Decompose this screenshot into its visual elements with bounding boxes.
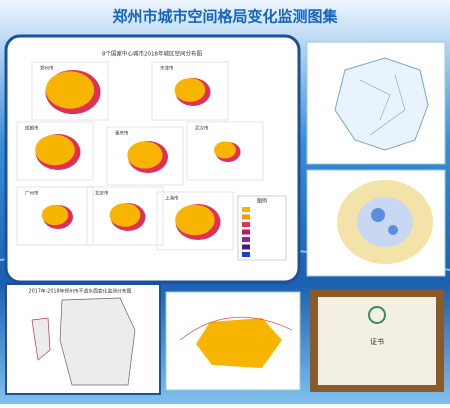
city-label: 武汉市 bbox=[195, 125, 209, 132]
urban-core bbox=[127, 141, 163, 169]
urban-core bbox=[109, 203, 141, 227]
legend-box bbox=[237, 195, 287, 261]
district-lines bbox=[359, 74, 406, 136]
map-title: 8个国家中心城市2018年城区空间分布图 bbox=[102, 50, 202, 58]
panel-title: 2017年-2018年郑州市不透水面变化监测分布图 bbox=[29, 288, 132, 295]
legend-swatches bbox=[242, 207, 250, 257]
legend-swatch bbox=[242, 237, 250, 242]
city-cell bbox=[106, 126, 184, 186]
city-ring-panel bbox=[306, 169, 446, 277]
city-outline bbox=[59, 297, 136, 386]
city-label: 上海市 bbox=[165, 195, 179, 202]
urban-core bbox=[35, 134, 75, 166]
urban-core bbox=[45, 71, 95, 109]
city-cell bbox=[151, 61, 229, 121]
hotspot bbox=[388, 225, 398, 235]
province-outline bbox=[334, 57, 429, 151]
city-cell bbox=[31, 61, 109, 121]
province-panel bbox=[306, 41, 446, 165]
legend-swatch bbox=[242, 229, 250, 235]
city-cell bbox=[16, 186, 94, 246]
legend-swatch bbox=[242, 207, 250, 212]
city-cell bbox=[186, 121, 264, 181]
core-area bbox=[357, 197, 413, 247]
certificate-label: 证书 bbox=[370, 337, 384, 346]
city-cell bbox=[16, 121, 94, 181]
legend-swatch bbox=[242, 222, 250, 227]
urban-core bbox=[214, 141, 236, 159]
hotspot bbox=[371, 208, 385, 222]
emblem bbox=[368, 306, 386, 324]
city-label: 成都市 bbox=[25, 125, 39, 132]
boundary bbox=[179, 316, 293, 341]
city-label: 郑州市 bbox=[40, 65, 54, 72]
certificate-paper bbox=[318, 297, 436, 385]
inset-outline bbox=[31, 317, 51, 361]
legend-swatch bbox=[242, 252, 250, 257]
city-cell bbox=[156, 191, 234, 251]
urban-core bbox=[174, 78, 206, 102]
city-cell bbox=[86, 186, 164, 246]
change-panel: 2017年-2018年郑州市不透水面变化监测分布图 bbox=[5, 283, 161, 395]
legend-title: 图例 bbox=[257, 198, 267, 205]
legend-swatch bbox=[242, 214, 250, 220]
city-label: 北京市 bbox=[95, 190, 109, 197]
builtup-panel bbox=[165, 291, 301, 391]
title: 郑州市城市空间格局变化监测图集 bbox=[112, 8, 338, 26]
builtup-area bbox=[196, 318, 282, 368]
urban-core bbox=[175, 204, 215, 236]
city-label: 重庆市 bbox=[115, 130, 129, 137]
legend-swatch bbox=[242, 244, 250, 250]
city-label: 广州市 bbox=[25, 190, 39, 197]
urban-core bbox=[41, 204, 69, 226]
certificate-panel: 证书 bbox=[310, 290, 444, 392]
city-label: 天津市 bbox=[160, 65, 174, 72]
